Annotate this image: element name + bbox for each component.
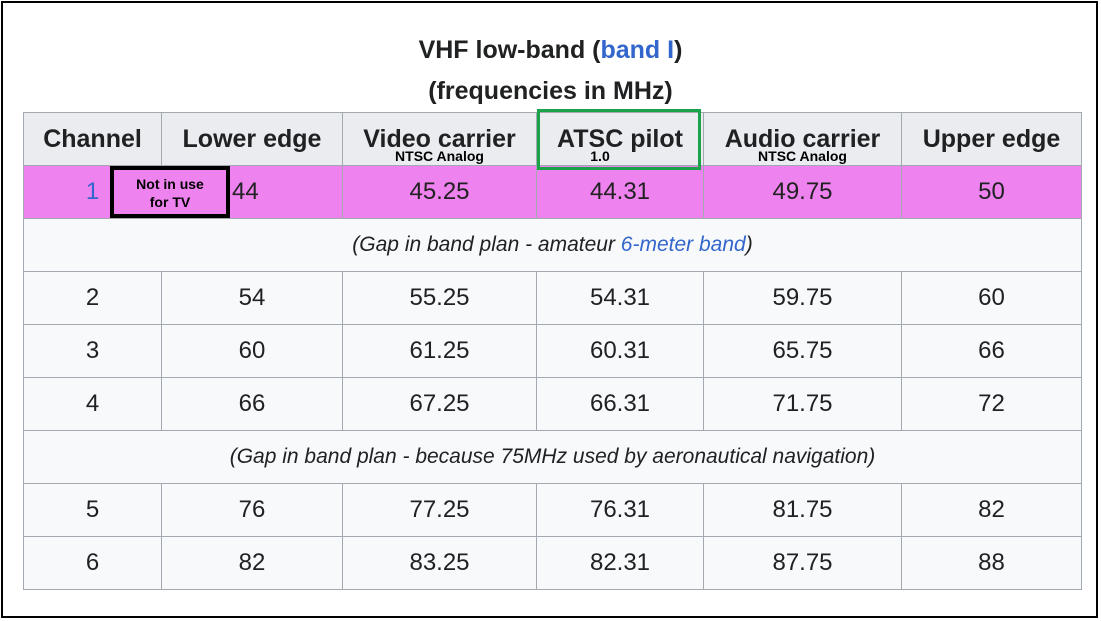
cell-channel: 3 (23, 324, 162, 378)
table-row-channel-5: 5 76 77.25 76.31 81.75 82 (23, 483, 1082, 537)
cell-atsc-pilot: 44.31 (536, 165, 704, 219)
table-row-channel-2: 2 54 55.25 54.31 59.75 60 (23, 271, 1082, 325)
cell-audio-carrier: 59.75 (703, 271, 902, 325)
table-row-channel-1: 1 45.25 44.31 49.75 50 (23, 165, 1082, 219)
cell-atsc-pilot: 76.31 (536, 483, 704, 537)
not-in-use-line2: for TV (149, 194, 191, 210)
cell-video-carrier: 83.25 (342, 536, 537, 590)
cell-channel: 6 (23, 536, 162, 590)
cell-atsc-pilot: 60.31 (536, 324, 704, 378)
gap-note: (Gap in band plan - amateur 6-meter band… (23, 218, 1082, 272)
cell-lower-edge: 66 (161, 377, 343, 431)
cell-video-carrier: 45.25 (342, 165, 537, 219)
header-video-carrier: Video carrier NTSC Analog (342, 112, 537, 166)
header-row: Channel Lower edge Video carrier NTSC Ana… (23, 112, 1082, 166)
cell-atsc-pilot: 82.31 (536, 536, 704, 590)
cell-video-carrier: 55.25 (342, 271, 537, 325)
table-row-channel-4: 4 66 67.25 66.31 71.75 72 (23, 377, 1082, 431)
atsc-pilot-subtitle: 1.0 (590, 148, 610, 164)
header-audio-carrier: Audio carrier NTSC Analog (703, 112, 902, 166)
cell-atsc-pilot: 54.31 (536, 271, 704, 325)
table-row-channel-6: 6 82 83.25 82.31 87.75 88 (23, 536, 1082, 590)
table-caption-units: (frequencies in MHz) (428, 77, 673, 105)
cell-channel: 2 (23, 271, 162, 325)
cell-upper-edge: 50 (901, 165, 1082, 219)
cell-upper-edge: 66 (901, 324, 1082, 378)
header-upper-edge: Upper edge (901, 112, 1082, 166)
cell-upper-edge: 60 (901, 271, 1082, 325)
6-meter-band-link[interactable]: 6-meter band (620, 233, 746, 256)
cell-lower-edge: 60 (161, 324, 343, 378)
cell-audio-carrier: 65.75 (703, 324, 902, 378)
gap-note: (Gap in band plan - because 75MHz used b… (23, 430, 1082, 484)
header-atsc-pilot: ATSC pilot 1.0 (536, 112, 704, 166)
cell-upper-edge: 88 (901, 536, 1082, 590)
cell-lower-edge: 82 (161, 536, 343, 590)
cell-upper-edge: 82 (901, 483, 1082, 537)
cell-video-carrier: 77.25 (342, 483, 537, 537)
caption-prefix: VHF low-band ( (418, 36, 601, 64)
not-in-use-annotation: Not in use for TV (110, 166, 230, 218)
table-caption-title: VHF low-band (band I) (0, 32, 1101, 68)
caption-suffix: ) (674, 36, 683, 64)
not-in-use-line1: Not in use (136, 176, 204, 192)
audio-carrier-subtitle: NTSC Analog (758, 148, 847, 164)
cell-audio-carrier: 87.75 (703, 536, 902, 590)
table-row-gap-aeronautical: (Gap in band plan - because 75MHz used b… (23, 430, 1082, 484)
cell-video-carrier: 67.25 (342, 377, 537, 431)
header-lower-edge: Lower edge (161, 112, 343, 166)
video-carrier-subtitle: NTSC Analog (395, 148, 484, 164)
table-row-channel-3: 3 60 61.25 60.31 65.75 66 (23, 324, 1082, 378)
cell-video-carrier: 61.25 (342, 324, 537, 378)
cell-audio-carrier: 81.75 (703, 483, 902, 537)
channel-1-link[interactable]: 1 (85, 178, 100, 205)
cell-channel: 4 (23, 377, 162, 431)
cell-channel: 5 (23, 483, 162, 537)
vhf-low-band-table: Channel Lower edge Video carrier NTSC Ana… (23, 112, 1082, 590)
cell-lower-edge: 54 (161, 271, 343, 325)
header-channel: Channel (23, 112, 162, 166)
cell-audio-carrier: 49.75 (703, 165, 902, 219)
cell-upper-edge: 72 (901, 377, 1082, 431)
table-row-gap-6-meter: (Gap in band plan - amateur 6-meter band… (23, 218, 1082, 272)
cell-audio-carrier: 71.75 (703, 377, 902, 431)
cell-atsc-pilot: 66.31 (536, 377, 704, 431)
cell-lower-edge: 76 (161, 483, 343, 537)
band-i-link[interactable]: band I (600, 36, 675, 64)
channel-1-lower-edge-value: 44 (232, 178, 259, 205)
